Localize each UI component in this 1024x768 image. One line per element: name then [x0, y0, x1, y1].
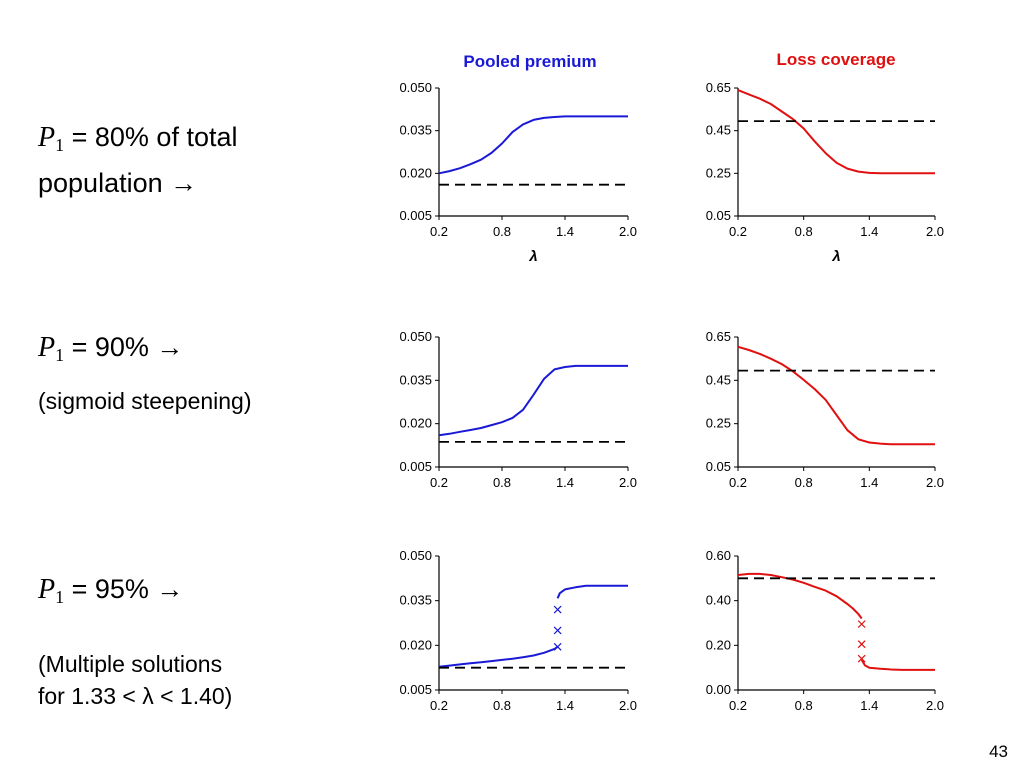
row3-loss-coverage-panel: 0.00 0.20 0.40 0.60 0.2 0.8 1.4 2.0	[706, 548, 944, 713]
x-tick-label: 0.8	[493, 475, 511, 490]
x-axis-label: λ	[528, 248, 537, 265]
x-marker-point	[857, 640, 866, 649]
y-tick-label: 0.25	[706, 416, 731, 431]
series-line-0	[737, 345, 935, 446]
p-symbol: P	[38, 332, 56, 363]
row1-pooled-premium-panel: 0.005 0.020 0.035 0.050 0.2 0.8 1.4 2.0 λ	[399, 80, 637, 265]
x-tick-label: 2.0	[926, 224, 944, 239]
y-tick-label: 0.65	[706, 80, 731, 95]
row3-line1: = 95% →	[71, 574, 184, 604]
row3-note-line2: for 1.33 < λ < 1.40)	[38, 683, 233, 709]
y-tick-label: 0.40	[706, 593, 731, 608]
x-tick-label: 0.8	[493, 224, 511, 239]
row1-label: P1 = 80% of total population →	[38, 118, 238, 202]
p-symbol: P	[38, 122, 56, 153]
row2-line1: = 90% →	[71, 332, 184, 362]
row1-line2: population →	[38, 168, 198, 198]
x-tick-label: 1.4	[556, 475, 574, 490]
x-tick-label: 0.2	[430, 224, 448, 239]
row2-pooled-premium-panel: 0.005 0.020 0.035 0.050 0.2 0.8 1.4 2.0	[399, 329, 637, 490]
row3-note-line1: (Multiple solutions	[38, 651, 223, 677]
x-tick-label: 1.4	[860, 698, 878, 713]
x-marker-point	[857, 654, 866, 663]
x-tick-label: 0.2	[729, 475, 747, 490]
x-marker-point	[857, 620, 866, 629]
y-tick-label: 0.020	[399, 165, 432, 180]
row1-line1: = 80% of total	[71, 122, 238, 152]
row3-pooled-premium-panel: 0.005 0.020 0.035 0.050 0.2 0.8 1.4 2.0	[399, 548, 637, 713]
x-tick-label: 0.2	[729, 224, 747, 239]
y-tick-label: 0.050	[399, 329, 432, 344]
row2-loss-coverage-panel: 0.05 0.25 0.45 0.65 0.2 0.8 1.4 2.0	[706, 329, 944, 490]
x-tick-label: 0.2	[430, 475, 448, 490]
y-tick-label: 0.035	[399, 372, 432, 387]
y-tick-label: 0.05	[706, 459, 731, 474]
p-subscript: 1	[55, 135, 65, 155]
row2-note: (sigmoid steepening)	[38, 388, 252, 414]
series-line-0	[438, 364, 628, 437]
y-tick-label: 0.60	[706, 548, 731, 563]
y-tick-label: 0.005	[399, 682, 432, 697]
x-tick-label: 1.4	[860, 224, 878, 239]
y-tick-label: 0.050	[399, 548, 432, 563]
y-tick-label: 0.005	[399, 459, 432, 474]
x-tick-label: 2.0	[619, 475, 637, 490]
x-tick-label: 0.8	[795, 224, 813, 239]
y-tick-label: 0.45	[706, 123, 731, 138]
y-tick-label: 0.005	[399, 208, 432, 223]
series-line-0	[438, 115, 628, 175]
x-marker-point	[553, 605, 562, 614]
y-tick-label: 0.65	[706, 329, 731, 344]
x-marker-point	[553, 626, 562, 635]
p-subscript: 1	[55, 587, 65, 607]
x-marker-point	[553, 642, 562, 651]
x-tick-label: 1.4	[860, 475, 878, 490]
p-symbol: P	[38, 574, 56, 605]
row3-note: (Multiple solutions for 1.33 < λ < 1.40)	[38, 648, 232, 712]
x-tick-label: 1.4	[556, 224, 574, 239]
p-subscript: 1	[55, 345, 65, 365]
series-line-1	[556, 584, 628, 599]
x-tick-label: 0.2	[729, 698, 747, 713]
y-tick-label: 0.035	[399, 593, 432, 608]
x-tick-label: 0.8	[493, 698, 511, 713]
x-axis-label: λ	[831, 248, 840, 265]
x-tick-label: 0.8	[795, 475, 813, 490]
row1-loss-coverage-panel: 0.05 0.25 0.45 0.65 0.2 0.8 1.4 2.0 λ	[706, 80, 944, 265]
y-tick-label: 0.20	[706, 637, 731, 652]
y-tick-label: 0.035	[399, 123, 432, 138]
x-tick-label: 2.0	[619, 698, 637, 713]
x-tick-label: 0.8	[795, 698, 813, 713]
y-tick-label: 0.45	[706, 372, 731, 387]
y-tick-label: 0.25	[706, 165, 731, 180]
x-tick-label: 2.0	[619, 224, 637, 239]
y-tick-label: 0.05	[706, 208, 731, 223]
y-tick-label: 0.050	[399, 80, 432, 95]
loss-coverage-column-title: Loss coverage	[776, 50, 896, 69]
x-tick-label: 2.0	[926, 475, 944, 490]
y-tick-label: 0.020	[399, 416, 432, 431]
series-line-0	[737, 572, 863, 620]
row2-label: P1 = 90% →	[38, 328, 183, 374]
x-tick-label: 2.0	[926, 698, 944, 713]
x-tick-label: 0.2	[430, 698, 448, 713]
series-line-0	[438, 645, 559, 668]
series-line-0	[737, 89, 935, 175]
y-tick-label: 0.00	[706, 682, 731, 697]
row3-label: P1 = 95% →	[38, 570, 183, 616]
series-line-1	[860, 659, 935, 671]
y-tick-label: 0.020	[399, 637, 432, 652]
x-tick-label: 1.4	[556, 698, 574, 713]
page-number: 43	[989, 742, 1008, 761]
pooled-premium-column-title: Pooled premium	[463, 52, 597, 71]
